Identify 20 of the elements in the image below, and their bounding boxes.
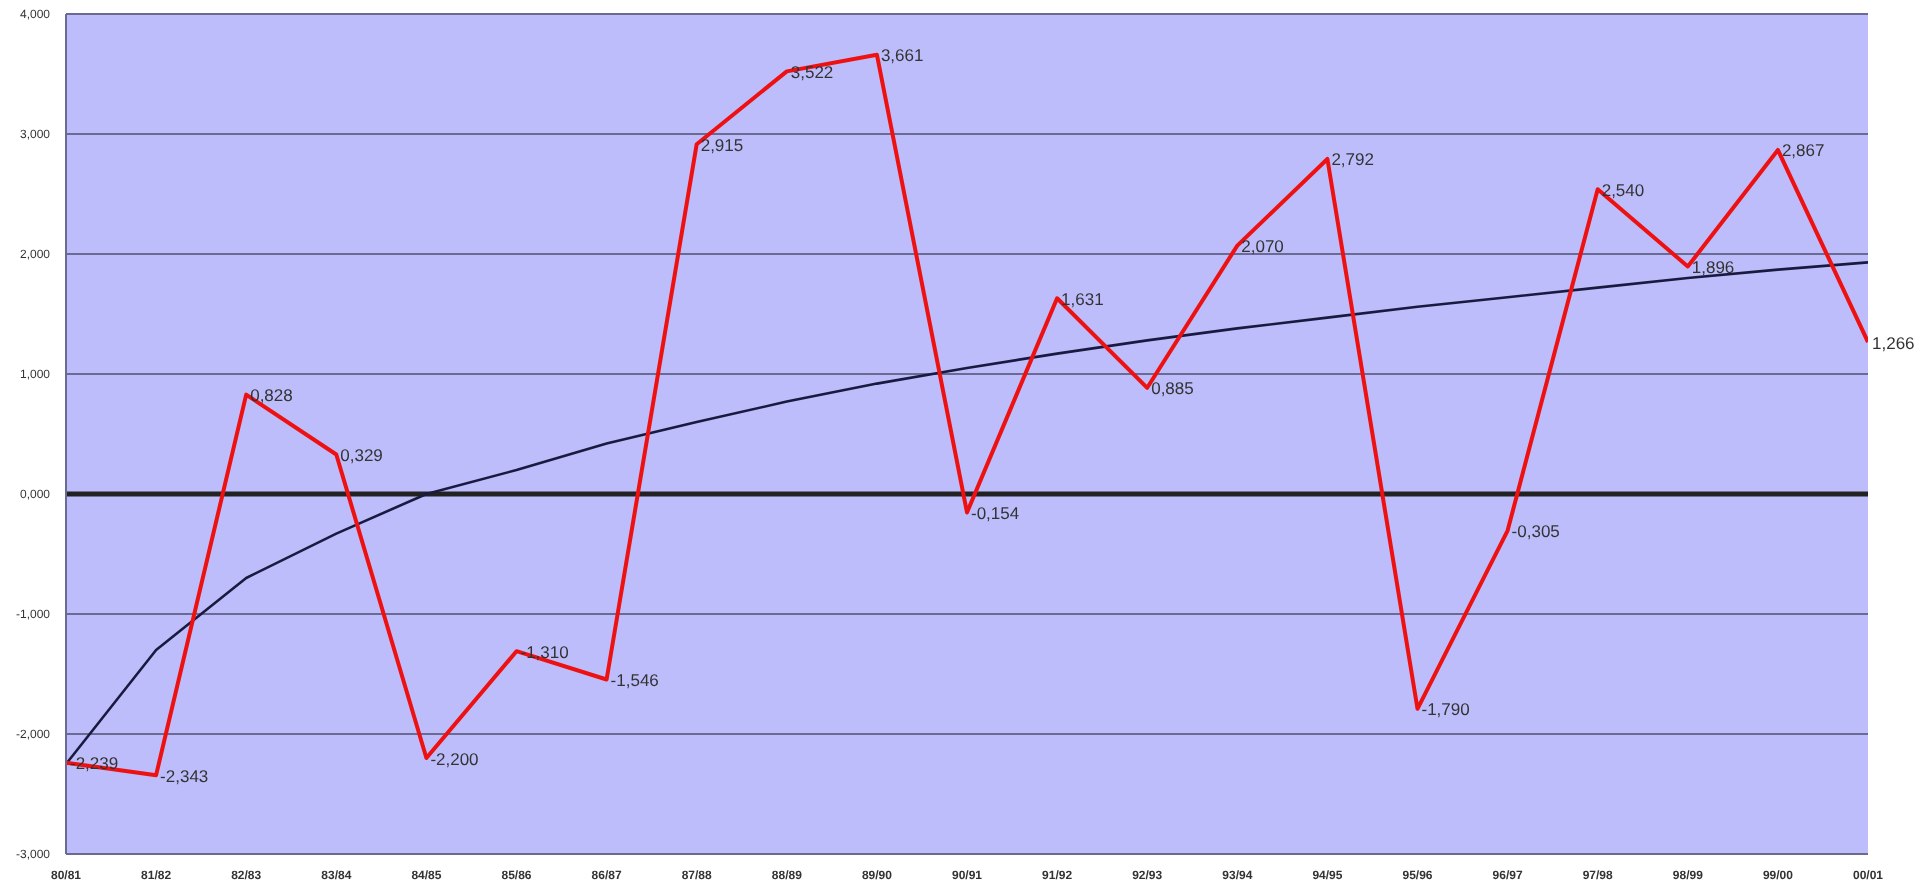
data-label: 1,631 [1061,288,1105,309]
data-label: -2,343 [160,765,209,786]
data-label: 2,792 [1331,149,1375,170]
data-label: -0,305 [1511,521,1561,542]
data-label: 0,828 [250,385,294,406]
data-label: 3,522 [790,61,834,82]
data-label: 2,540 [1601,179,1645,200]
data-label: 0,885 [1151,378,1195,399]
data-label: -2,200 [430,748,480,769]
data-label: 1,266 [1872,332,1916,353]
data-label: 2,070 [1241,236,1285,257]
data-label: 1,896 [1691,256,1735,277]
data-label: 2,915 [700,134,744,155]
data-label: -1,790 [1421,699,1471,720]
data-label: -1,310 [520,641,570,662]
data-label: 2,867 [1781,140,1825,161]
data-label: 3,661 [880,45,924,66]
data-label: -1,546 [610,670,660,691]
data-label: -0,154 [971,502,1020,523]
data-label: 0,329 [340,445,384,466]
